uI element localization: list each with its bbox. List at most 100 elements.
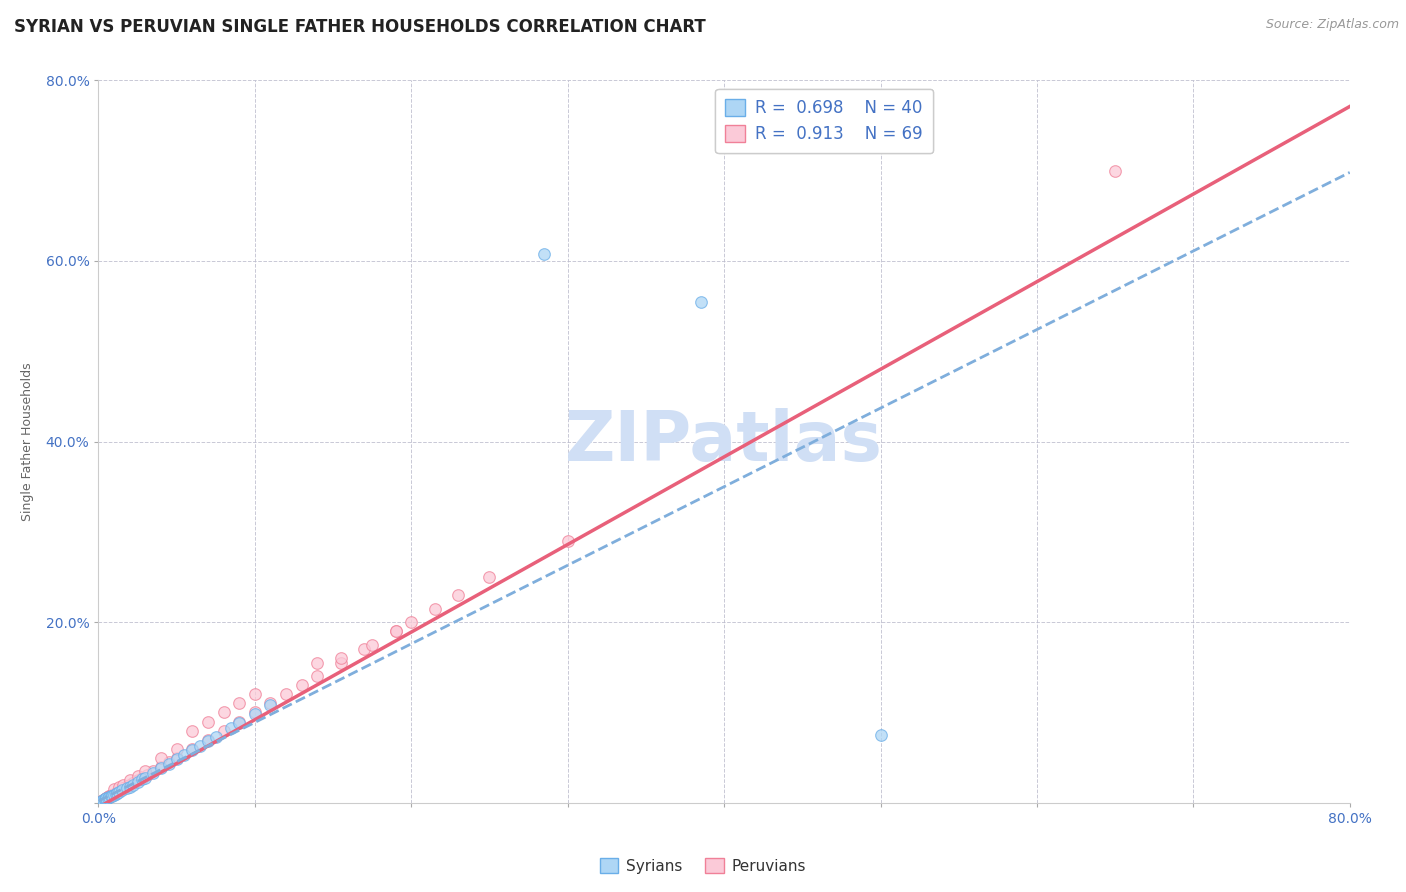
Point xyxy=(228,716,250,731)
Point xyxy=(166,752,188,766)
Point xyxy=(423,601,446,615)
Point xyxy=(111,782,134,797)
Point xyxy=(93,793,115,807)
Point xyxy=(107,785,129,799)
Point xyxy=(114,780,136,795)
Point xyxy=(98,790,121,805)
Point xyxy=(121,778,143,792)
Point xyxy=(212,723,235,738)
Point xyxy=(188,739,211,753)
Point xyxy=(104,787,127,801)
Point xyxy=(150,762,173,776)
Point xyxy=(361,638,384,652)
Point xyxy=(100,789,122,803)
Point xyxy=(118,780,141,794)
Point xyxy=(89,795,111,809)
Point xyxy=(221,721,243,735)
Y-axis label: Single Father Households: Single Father Households xyxy=(21,362,34,521)
Point xyxy=(243,687,266,701)
Point xyxy=(112,778,135,792)
Point xyxy=(89,795,111,809)
Point xyxy=(228,697,250,711)
Point xyxy=(103,782,125,797)
Text: SYRIAN VS PERUVIAN SINGLE FATHER HOUSEHOLDS CORRELATION CHART: SYRIAN VS PERUVIAN SINGLE FATHER HOUSEHO… xyxy=(14,18,706,36)
Point xyxy=(90,794,112,808)
Point xyxy=(157,756,180,771)
Point xyxy=(181,723,204,738)
Text: ZIPatlas: ZIPatlas xyxy=(565,408,883,475)
Point xyxy=(173,747,195,762)
Point xyxy=(118,773,141,788)
Point xyxy=(197,714,219,729)
Point xyxy=(97,790,120,805)
Point xyxy=(117,779,139,793)
Point xyxy=(96,791,118,805)
Point xyxy=(384,624,406,639)
Point xyxy=(134,771,156,785)
Point xyxy=(353,642,375,657)
Point xyxy=(91,794,114,808)
Point xyxy=(197,734,219,748)
Point xyxy=(107,780,129,794)
Point xyxy=(307,669,329,683)
Point xyxy=(384,624,406,639)
Point xyxy=(90,794,112,808)
Point xyxy=(101,788,124,802)
Point xyxy=(131,772,153,787)
Point xyxy=(134,764,156,779)
Point xyxy=(100,789,122,804)
Point xyxy=(142,766,165,780)
Point xyxy=(93,792,115,806)
Point xyxy=(98,789,121,804)
Legend: Syrians, Peruvians: Syrians, Peruvians xyxy=(593,852,813,880)
Point xyxy=(96,792,118,806)
Point xyxy=(101,788,124,802)
Point xyxy=(447,588,470,602)
Point xyxy=(127,775,149,789)
Point xyxy=(98,789,121,804)
Text: Source: ZipAtlas.com: Source: ZipAtlas.com xyxy=(1265,18,1399,31)
Point xyxy=(329,656,352,670)
Point xyxy=(131,771,153,785)
Point xyxy=(101,789,124,803)
Point xyxy=(166,750,188,764)
Point xyxy=(166,741,188,756)
Point xyxy=(111,783,134,797)
Point xyxy=(1104,163,1126,178)
Point xyxy=(100,789,122,803)
Point xyxy=(689,294,711,309)
Point xyxy=(228,714,250,729)
Point xyxy=(115,781,138,796)
Point xyxy=(150,760,173,774)
Point xyxy=(150,750,173,764)
Point xyxy=(307,656,329,670)
Point xyxy=(97,791,120,805)
Point xyxy=(557,533,579,548)
Point xyxy=(93,792,115,806)
Point xyxy=(291,678,314,692)
Point xyxy=(181,741,204,756)
Point xyxy=(124,775,146,789)
Point xyxy=(91,793,114,807)
Point xyxy=(212,706,235,720)
Point xyxy=(96,791,118,805)
Point xyxy=(127,773,149,788)
Point xyxy=(135,768,157,782)
Point xyxy=(243,706,266,720)
Point xyxy=(274,687,298,701)
Point xyxy=(91,793,114,807)
Point xyxy=(259,698,281,713)
Point xyxy=(90,795,112,809)
Legend: R =  0.698    N = 40, R =  0.913    N = 69: R = 0.698 N = 40, R = 0.913 N = 69 xyxy=(716,88,934,153)
Point xyxy=(329,651,352,665)
Point xyxy=(142,764,165,779)
Point xyxy=(104,786,127,800)
Point xyxy=(107,784,129,798)
Point xyxy=(96,791,118,805)
Point xyxy=(103,788,125,802)
Point xyxy=(259,697,281,711)
Point xyxy=(157,755,180,769)
Point xyxy=(533,246,555,260)
Point xyxy=(105,786,128,800)
Point xyxy=(91,793,114,807)
